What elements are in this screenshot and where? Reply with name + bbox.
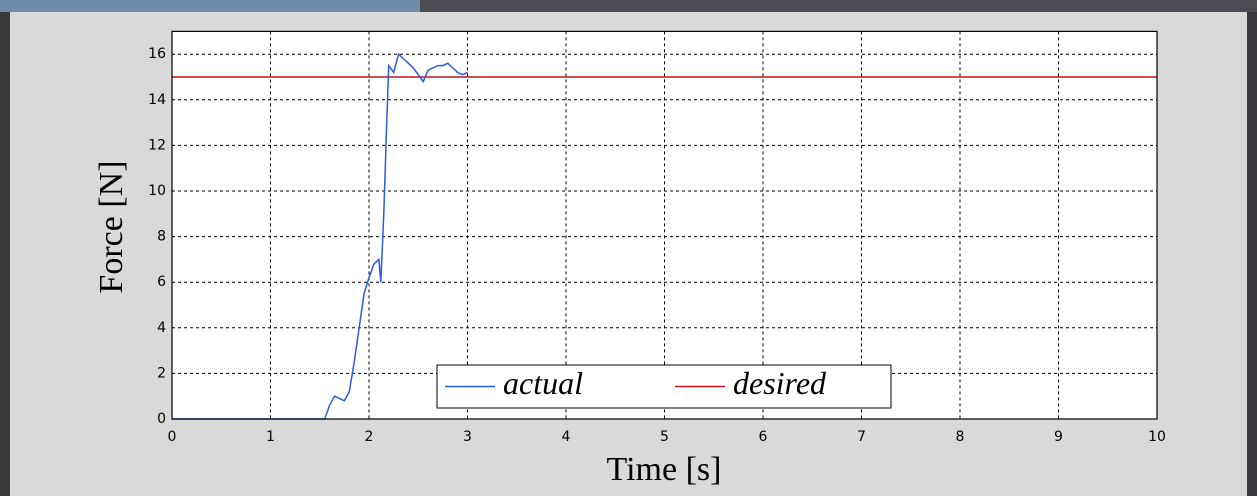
legend-label: desired [733, 365, 827, 401]
x-tick-label: 5 [660, 429, 669, 445]
axes-box [171, 30, 1158, 420]
y-tick-label: 8 [157, 229, 166, 245]
x-tick-label: 6 [759, 429, 768, 445]
y-tick-label: 2 [157, 365, 166, 381]
legend-label: actual [503, 365, 583, 401]
x-axis-label: Time [s] [607, 451, 722, 488]
y-tick-label: 12 [148, 137, 166, 153]
legend-box [436, 364, 892, 409]
x-tick-label: 8 [956, 429, 965, 445]
video-edge [0, 12, 10, 496]
x-tick-label: 4 [562, 429, 571, 445]
video-edge [1247, 12, 1257, 496]
x-tick-label: 7 [857, 429, 866, 445]
x-tick-label: 0 [168, 429, 177, 445]
x-tick-label: 10 [1148, 429, 1166, 445]
x-tick-label: 1 [266, 429, 275, 445]
x-tick-label: 3 [463, 429, 472, 445]
y-tick-label: 14 [148, 92, 166, 108]
y-tick-label: 16 [148, 46, 166, 62]
x-tick-label: 9 [1054, 429, 1063, 445]
y-tick-label: 6 [157, 274, 166, 290]
x-tick-label: 2 [365, 429, 374, 445]
y-tick-label: 10 [148, 183, 166, 199]
y-axis-label: Force [N] [93, 160, 130, 293]
video-strip [0, 0, 420, 12]
y-tick-label: 0 [157, 411, 166, 427]
y-tick-label: 4 [157, 320, 166, 336]
line-series [172, 52, 468, 420]
